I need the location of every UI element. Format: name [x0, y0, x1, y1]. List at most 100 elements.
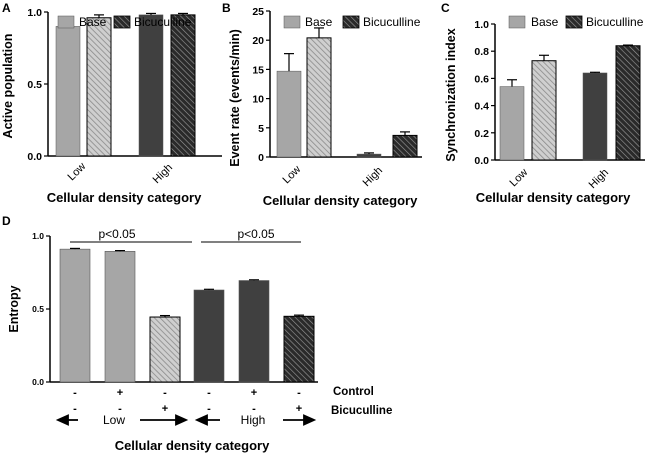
panel-d-row-control: Control	[333, 386, 374, 398]
panel-b-legend-bic: Bicuculline	[363, 15, 421, 29]
panel-d-bic-sign-3: +	[162, 403, 168, 415]
panel-b-xlabel: Cellular density category	[263, 193, 418, 208]
panel-a-legend-base-swatch	[57, 15, 75, 29]
panel-d-bar-3	[149, 316, 181, 383]
panel-d-row-bicuculline: Bicuculline	[331, 405, 392, 417]
panel-c-bar-base-high	[582, 72, 608, 161]
panel-b-ytick-1: 5	[258, 123, 264, 135]
panel-a: A Active population Cellular density cat…	[1, 1, 222, 205]
panel-d-control-sign-1: -	[73, 387, 77, 399]
panel-b-bars	[276, 27, 418, 158]
panel-d-group-low-arrow	[55, 414, 189, 426]
panel-c-ytick-0: 0.0	[474, 155, 489, 167]
panel-b-legend-bic-swatch	[342, 15, 360, 29]
panel-d-sig-high: p<0.05	[237, 227, 274, 241]
panel-b-legend-base-swatch	[283, 15, 301, 29]
panel-c-bar-bicuculline-low	[531, 60, 557, 161]
panel-d-bic-sign-2: -	[118, 403, 122, 415]
panel-b-bar-bicuculline-high	[392, 134, 418, 158]
panel-d-bars	[59, 247, 315, 383]
panel-c-legend-base: Base	[531, 15, 559, 29]
panel-d-bic-sign-4: -	[207, 403, 211, 415]
panel-b-cat-high: High	[361, 165, 385, 189]
panel-c-ytick-2: 0.4	[474, 101, 489, 113]
panel-d-bic-sign-6: +	[296, 403, 302, 415]
panel-b-ytick-2: 10	[252, 94, 264, 106]
panel-a-legend-bic-swatch	[113, 15, 131, 29]
panel-b-y-ticks: 0 5 10 15 20 25	[252, 6, 270, 164]
panel-a-bar-bicuculline-low	[86, 17, 112, 157]
panel-d-arrow-high-right-head	[303, 414, 317, 426]
panel-d-group-high-arrow	[194, 414, 317, 426]
panel-b: B Event rate (events/min) Cellular densi…	[222, 1, 422, 208]
panel-d: D Entropy Cellular density category 0.0 …	[2, 214, 392, 453]
panel-a-ytick-0: 0.0	[27, 151, 42, 163]
panel-b-ytick-4: 20	[252, 35, 264, 47]
panel-d-letter: D	[2, 214, 11, 228]
panel-a-bar-bicuculline-high	[170, 14, 196, 157]
panel-d-ytick-1: 0.5	[32, 304, 44, 314]
panel-b-bar-base-low	[276, 70, 302, 158]
panel-c-letter: C	[441, 1, 450, 15]
panel-d-control-sign-3: -	[163, 387, 167, 399]
panel-a-bars	[55, 12, 196, 157]
panel-c-legend-bic: Bicuculline	[586, 15, 644, 29]
panel-d-bar-6	[283, 315, 315, 383]
panel-d-condition-signs: - + - - + - - - + - - +	[73, 387, 302, 415]
panel-c-legend: Base Bicuculline	[508, 15, 644, 29]
panel-d-arrow-low-left-head	[55, 414, 69, 426]
panel-d-y-ticks: 0.0 0.5 1.0	[32, 231, 50, 387]
panel-d-group-low: Low	[103, 413, 125, 427]
panel-d-xlabel: Cellular density category	[115, 438, 270, 453]
panel-a-bar-base-high	[138, 14, 164, 157]
panel-d-ytick-2: 1.0	[32, 231, 44, 241]
panel-a-legend: Base Bicuculline	[57, 15, 192, 29]
panel-d-ylabel: Entropy	[7, 285, 21, 332]
panel-b-legend-base: Base	[305, 15, 333, 29]
panel-a-y-ticks: 0.0 0.5 1.0	[27, 7, 48, 163]
panel-b-bar-base-high	[356, 153, 382, 158]
panel-c-ytick-5: 1.0	[474, 19, 489, 31]
panel-d-bar-2	[104, 251, 136, 383]
panel-c-cat-high: High	[587, 167, 611, 191]
panel-d-bic-sign-1: -	[73, 403, 77, 415]
panel-c-y-ticks: 0.0 0.2 0.4 0.6 0.8 1.0	[474, 19, 495, 167]
panel-b-letter: B	[222, 1, 231, 15]
panel-b-cat-low: Low	[280, 163, 303, 186]
panel-d-control-sign-4: -	[207, 387, 211, 399]
panel-a-bar-base-low	[55, 26, 81, 157]
panel-b-ytick-0: 0	[258, 152, 264, 164]
panel-d-bar-1	[59, 248, 91, 383]
panel-a-xlabel: Cellular density category	[47, 190, 202, 205]
panel-d-arrow-high-left-head	[194, 414, 208, 426]
panel-c-cat-low: Low	[507, 166, 530, 189]
panel-a-cat-high: High	[151, 162, 175, 186]
panel-b-ytick-3: 15	[252, 64, 264, 76]
panel-a-cat-low: Low	[65, 160, 88, 183]
panel-a-legend-base: Base	[79, 15, 107, 29]
panel-d-ytick-0: 0.0	[32, 377, 44, 387]
panel-d-sig-low: p<0.05	[98, 227, 135, 241]
panel-d-control-sign-6: -	[297, 387, 301, 399]
panel-d-control-sign-5: +	[251, 387, 257, 399]
panel-d-bar-4	[193, 289, 225, 383]
panel-c-bar-bicuculline-high	[615, 45, 641, 161]
panel-c-ytick-4: 0.8	[474, 46, 489, 58]
panel-c-ytick-1: 0.2	[474, 128, 489, 140]
panel-c-xlabel: Cellular density category	[476, 190, 631, 205]
panel-c-legend-bic-swatch	[565, 15, 583, 29]
panel-b-legend: Base Bicuculline	[283, 15, 421, 29]
panel-c-bar-base-low	[499, 86, 525, 161]
panel-b-ylabel: Event rate (events/min)	[228, 29, 242, 167]
panel-c-ylabel: Synchronization index	[444, 28, 458, 161]
panel-b-ytick-5: 25	[252, 6, 264, 18]
panel-d-arrow-low-right-head	[175, 414, 189, 426]
panel-a-legend-bic: Bicuculline	[134, 15, 192, 29]
panel-a-ylabel: Active population	[1, 34, 15, 139]
panel-d-bar-5	[238, 280, 270, 383]
panel-c-legend-base-swatch	[508, 15, 526, 29]
panel-a-ytick-1: 0.5	[27, 79, 42, 91]
panel-c-bars	[499, 44, 641, 161]
panel-c-ytick-3: 0.6	[474, 73, 489, 85]
